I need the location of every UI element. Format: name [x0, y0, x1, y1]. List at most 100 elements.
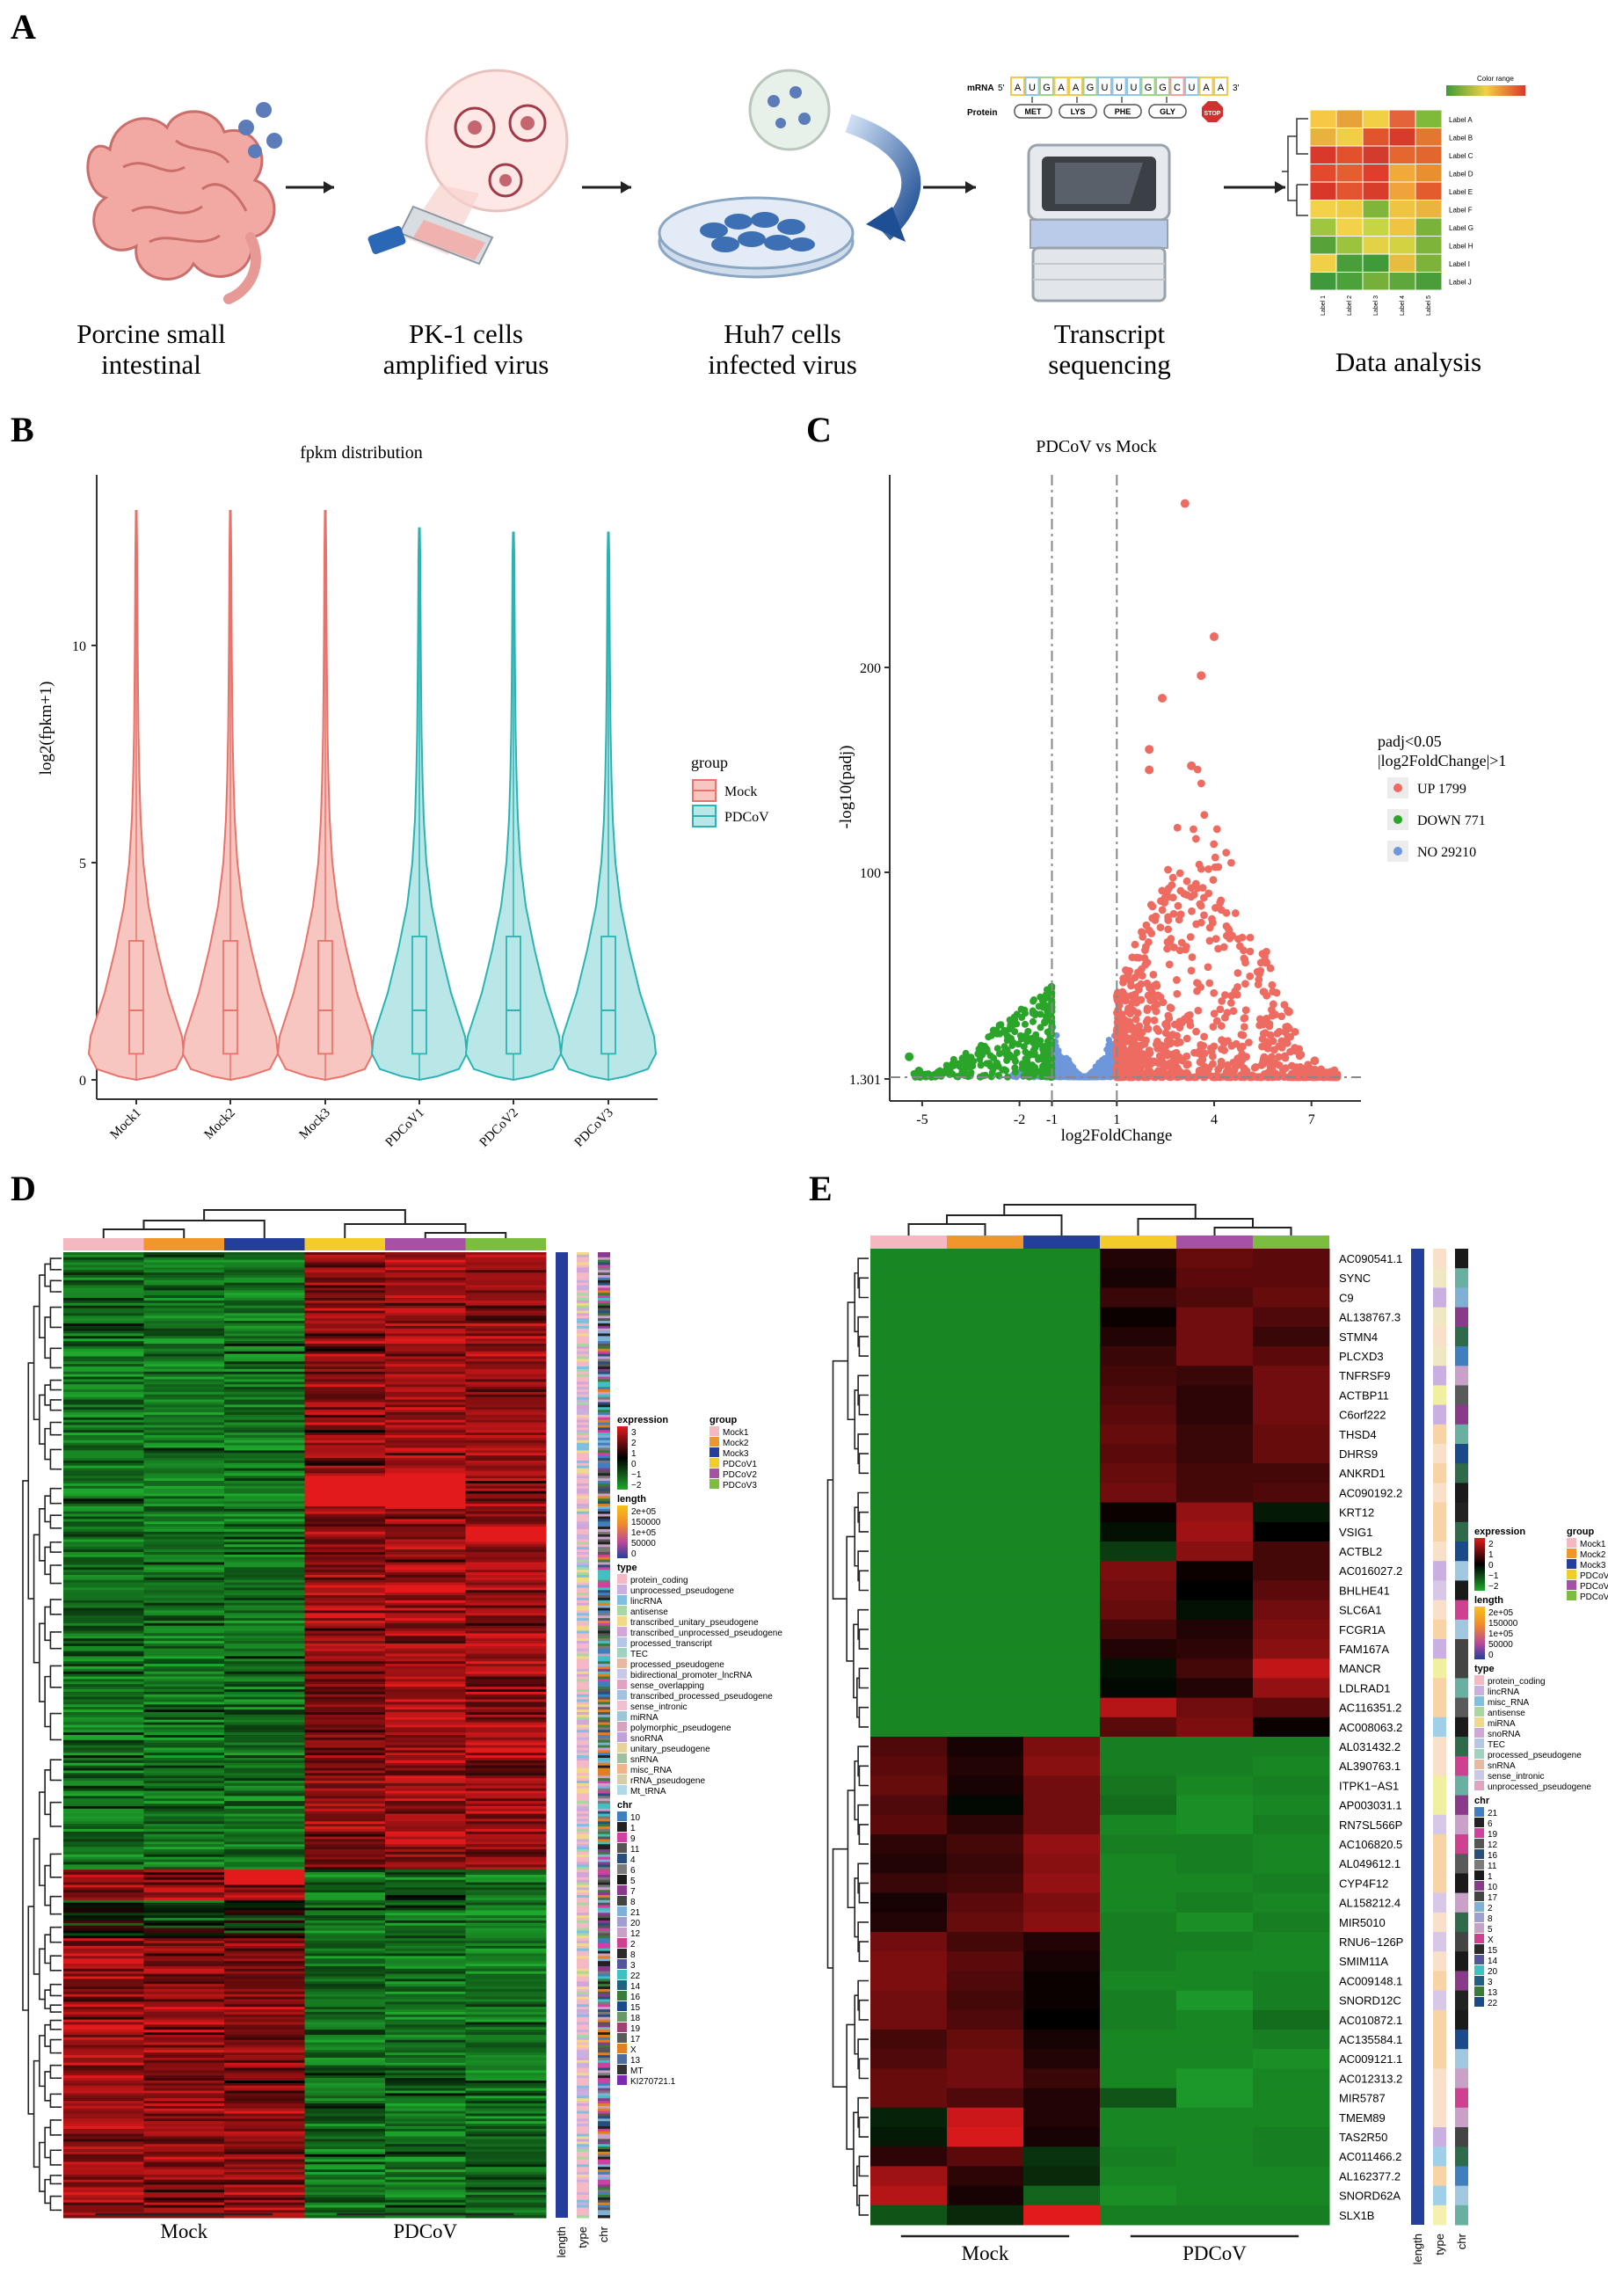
heatmap-d-cell: [465, 1804, 547, 1807]
heatmap-d-cell: [63, 1325, 144, 1330]
heatmap-d-cell: [385, 1671, 466, 1675]
heatmap-d-cell: [465, 1528, 547, 1533]
heatmap-d-cell: [224, 1915, 305, 1919]
heatmap-d-cell: [224, 1582, 305, 1586]
heatmap-d-cell: [465, 1930, 547, 1934]
heatmap-d-cell: [465, 1948, 547, 1952]
heatmap-d-cell: [63, 1781, 144, 1784]
panel-a: A: [11, 7, 1525, 380]
heatmap-d-cell: [385, 1351, 466, 1355]
row-dendrogram: [49, 2004, 56, 2013]
mini-heatmap-cell: [1362, 145, 1390, 164]
heatmap-d-cell: [224, 1808, 305, 1812]
fpkm-xtick-label: Mock3: [296, 1106, 332, 1142]
column-dendrogram: [344, 1223, 467, 1238]
heatmap-d-cell: [385, 1902, 466, 1906]
heatmap-d-cell: [143, 1399, 225, 1403]
heatmap-d-cell: [385, 1277, 466, 1281]
heatmap-d-cell: [465, 1745, 547, 1748]
heatmap-d-cell: [63, 1551, 144, 1556]
heatmap-d-cell: [304, 1747, 386, 1751]
heatmap-d-cell: [224, 1300, 305, 1304]
heatmap-d-cell: [143, 1707, 225, 1710]
heatmap-d-cell: [63, 1765, 144, 1769]
mrna-base-letter: U: [1131, 83, 1138, 93]
heatmap-d-cell: [224, 1374, 305, 1378]
heatmap-d-cell: [465, 1935, 547, 1939]
mini-heatmap-cell: [1388, 164, 1416, 183]
violin-box: [506, 936, 521, 1055]
heatmap-d-cell: [465, 1468, 547, 1471]
heatmap-d-cell: [465, 1333, 547, 1337]
heatmap-d-cell: [143, 1770, 225, 1774]
heatmap-d-cell: [224, 1572, 305, 1576]
heatmap-d-cell: [385, 1513, 466, 1518]
heatmap-d-cell: [63, 1554, 144, 1558]
heatmap-d-cell: [385, 1892, 466, 1896]
heatmap-d-cell: [63, 1298, 144, 1301]
heatmap-d-cell: [385, 1368, 466, 1373]
heatmap-d-cell: [224, 1768, 305, 1771]
heatmap-d-cell: [143, 1636, 225, 1639]
heatmap-d-cell: [143, 1922, 225, 1927]
volcano-point-up: [1275, 1053, 1283, 1061]
heatmap-d-cell: [224, 1419, 305, 1424]
heatmap-d-cell: [63, 1427, 144, 1431]
volcano-point-highlight: [1157, 693, 1167, 703]
heatmap-d-cell: [385, 1651, 466, 1655]
heatmap-d-cell: [143, 1890, 225, 1893]
heatmap-d-cell: [143, 1950, 225, 1954]
heatmap-d-cell: [385, 1945, 466, 1950]
heatmap-d-cell: [385, 1450, 466, 1454]
heatmap-d-cell: [304, 1770, 386, 1774]
heatmap-d-cell: [63, 1833, 144, 1838]
heatmap-d-cell: [63, 1643, 144, 1647]
heatmap-d-cell: [385, 1534, 466, 1538]
heatmap-d-cell: [143, 1496, 225, 1499]
volcano-point-up: [1163, 944, 1171, 953]
heatmap-d-cell: [304, 1267, 386, 1271]
volcano-point-up: [1255, 1015, 1264, 1024]
heatmap-d-cell: [63, 1933, 144, 1936]
heatmap-d-cell: [63, 1435, 144, 1439]
workflow-step-line2: sequencing: [1048, 349, 1170, 380]
heatmap-d-cell: [143, 1607, 225, 1611]
volcano-point-up: [1146, 1049, 1154, 1057]
heatmap-d-cell: [385, 1371, 466, 1375]
heatmap-d-cell: [63, 1582, 144, 1586]
volcano-point-up: [1275, 1061, 1284, 1069]
heatmap-d-cell: [304, 1277, 386, 1281]
heatmap-d-cell: [385, 1813, 466, 1817]
heatmap-d-cell: [385, 1867, 466, 1870]
volcano-point-up: [1206, 1044, 1215, 1053]
heatmap-d-cell: [63, 1508, 144, 1512]
heatmap-d-cell: [63, 1394, 144, 1398]
heatmap-d-cell: [143, 1593, 225, 1596]
row-dendrogram: [22, 1480, 29, 2011]
heatmap-d-cell: [63, 1681, 144, 1685]
heatmap-d-cell: [224, 1933, 305, 1936]
heatmap-d-cell: [304, 1636, 386, 1639]
heatmap-d-cell: [385, 1737, 466, 1741]
heatmap-d-cell: [465, 1367, 547, 1370]
heatmap-d-cell: [224, 1519, 305, 1522]
heatmap-d-cell: [143, 1572, 225, 1576]
heatmap-d-cell: [63, 1793, 144, 1797]
volcano-point-up: [1262, 1038, 1270, 1046]
heatmap-d-cell: [304, 1867, 386, 1870]
violin-box: [600, 936, 616, 1055]
heatmap-d-cell: [143, 1516, 225, 1520]
mrna-label: mRNA: [967, 84, 994, 93]
heatmap-d-cell: [304, 1824, 386, 1827]
volcano-point-up: [1150, 1017, 1159, 1024]
heatmap-d-cell: [143, 1524, 225, 1527]
heatmap-d-cell: [465, 1259, 547, 1264]
heatmap-d-cell: [385, 1653, 466, 1657]
volcano-point-up: [1197, 918, 1205, 927]
heatmap-d-cell: [63, 1907, 144, 1911]
row-dendrogram: [39, 2141, 46, 2192]
heatmap-d-cell: [385, 1782, 466, 1787]
heatmap-d-cell: [304, 1259, 386, 1264]
row-dendrogram: [33, 1838, 40, 1975]
heatmap-d-cell: [63, 1653, 144, 1657]
